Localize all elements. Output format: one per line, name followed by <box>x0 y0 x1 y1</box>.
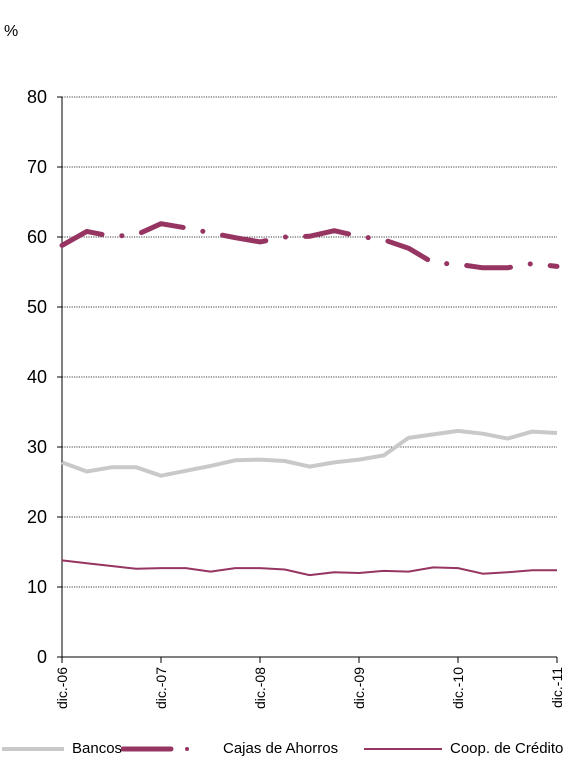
series-line-1 <box>59 221 560 271</box>
legend-item-coop: Coop. de Crédito <box>364 740 563 757</box>
series-lines <box>59 221 560 577</box>
y-tick-label-60: 60 <box>27 227 47 247</box>
legend-swatch-cajas <box>121 746 189 751</box>
legend-item-cajas: Cajas de Ahorros <box>121 740 338 757</box>
legend-label-cajas: Cajas de Ahorros <box>223 740 339 757</box>
legend-swatch-bancos <box>2 746 64 751</box>
series-line-2 <box>61 559 557 577</box>
legend-swatch-coop <box>364 747 442 750</box>
y-tick-label-40: 40 <box>27 367 47 387</box>
y-tick-label-30: 30 <box>27 437 47 457</box>
legend: Bancos Cajas de Ahorros Coop. de Crédito <box>0 740 584 768</box>
y-axis-ticks: 0 10 20 30 40 50 60 70 80 <box>27 87 62 667</box>
y-tick-label-50: 50 <box>27 297 47 317</box>
y-tick-label-20: 20 <box>27 507 47 527</box>
x-tick-label-dic.-07: dic.-07 <box>153 667 169 709</box>
y-tick-label-80: 80 <box>27 87 47 107</box>
x-tick-label-dic.-06: dic.-06 <box>54 667 70 709</box>
series-line-0 <box>61 428 558 478</box>
legend-item-bancos: Bancos <box>2 740 122 757</box>
y-unit-label: % <box>4 23 19 40</box>
x-tick-label-dic.-11: dic.-11 <box>549 667 565 708</box>
y-tick-label-0: 0 <box>37 647 47 667</box>
x-tick-label-dic.-09: dic.-09 <box>351 667 367 709</box>
legend-label-bancos: Bancos <box>72 740 123 757</box>
y-tick-label-10: 10 <box>27 577 47 597</box>
gridlines <box>62 96 557 588</box>
x-tick-label-dic.-08: dic.-08 <box>252 667 268 709</box>
y-tick-label-70: 70 <box>27 157 47 177</box>
x-tick-label-dic.-10: dic.-10 <box>450 667 466 709</box>
x-axis-ticks: dic.-06 dic.-07 dic.-08 dic.-09 dic.-10 dic.-… <box>54 657 565 709</box>
legend-label-coop: Coop. de Crédito <box>450 740 564 757</box>
